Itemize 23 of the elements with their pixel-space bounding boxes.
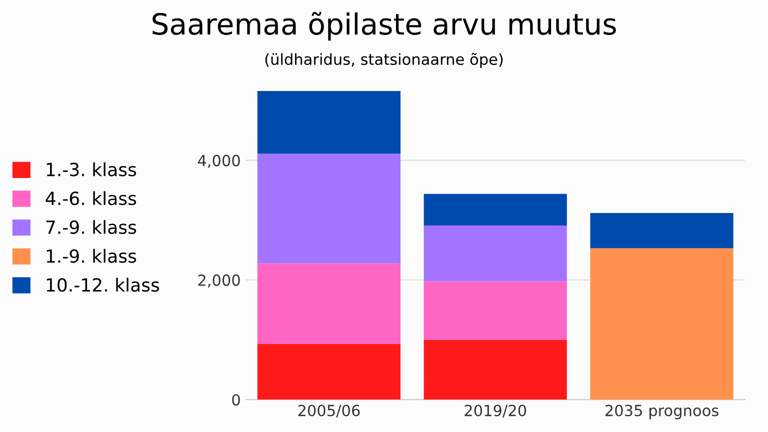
bar xyxy=(424,194,567,226)
bar xyxy=(257,90,401,154)
chart-title: Saaremaa õpilaste arvu muutus xyxy=(152,12,616,41)
y-tick-label: 0 xyxy=(232,394,240,406)
bar xyxy=(424,226,567,282)
y-tick-label: 2,000 xyxy=(198,274,240,288)
chart-subtitle: (üldharidus, statsionaarne õpe) xyxy=(265,52,503,68)
bar xyxy=(257,344,401,400)
legend-label: 7.-9. klass xyxy=(46,220,136,234)
bar xyxy=(257,154,401,264)
x-tick-label: 2019/20 xyxy=(464,404,526,418)
bar xyxy=(257,263,401,344)
legend-label: 4.-6. klass xyxy=(46,191,136,206)
x-tick-label: 2005/06 xyxy=(298,404,360,418)
legend-label: 1.-9. klass xyxy=(46,248,136,263)
bar xyxy=(424,340,567,400)
x-tick-label: 2035 prognoos xyxy=(606,404,718,420)
legend-label: 10.-12. klass xyxy=(46,278,160,292)
bar xyxy=(424,281,567,340)
legend-label: 1.-3. klass xyxy=(46,162,136,176)
y-tick-label: 4,000 xyxy=(198,154,240,168)
bar xyxy=(590,212,734,248)
bar xyxy=(590,248,734,400)
